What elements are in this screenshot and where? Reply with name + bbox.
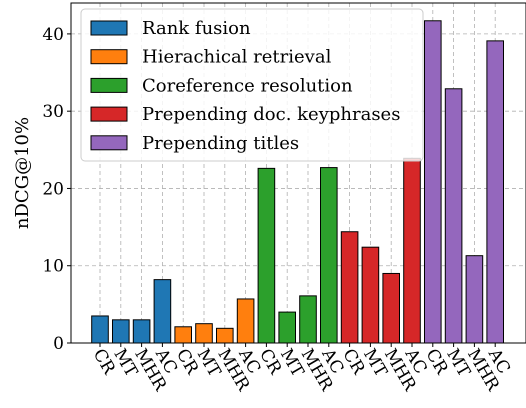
legend-label-2: Coreference resolution [142,75,353,96]
bar-1-0 [174,326,192,344]
bar-1-3 [236,298,255,344]
legend-label-1: Hierachical retrieval [142,47,332,68]
legend: Rank fusion Hierachical retrieval Corefere… [80,8,424,162]
bar-2-0 [257,167,276,344]
y-ticks: 0 10 20 30 40 [42,25,71,354]
bar-3-2 [382,272,400,344]
bar-2-3 [320,167,338,344]
y-axis-label: nDCG@10% [12,117,33,229]
legend-label-3: Prepending doc. keyphrases [142,104,400,125]
y-tick-label-2: 20 [42,179,64,199]
y-tick-label-4: 40 [42,25,64,45]
bar-2-1 [278,311,296,344]
bar-3-3 [403,157,421,344]
legend-swatch-4 [90,135,128,151]
legend-swatch-3 [90,106,128,122]
legend-box [80,8,424,162]
bar-4-1 [444,88,463,344]
bar-4-0 [424,20,442,344]
bar-0-3 [153,279,172,344]
bar-4-3 [486,40,504,344]
bars [91,20,504,344]
bar-4-2 [465,255,484,344]
legend-swatch-1 [90,49,128,65]
bar-1-2 [216,327,234,344]
legend-label-0: Rank fusion [142,18,251,39]
x-ticks: CRMTMHRACCRMTMHRACCRMTMHRACCRMTMHRACCRMT… [89,343,514,396]
bar-0-2 [132,319,151,344]
bar-1-1 [195,323,213,344]
legend-label-4: Prepending titles [142,133,299,154]
axes [70,2,526,344]
y-tick-label-3: 30 [42,102,64,122]
bar-0-1 [112,319,130,344]
bar-2-2 [299,295,317,344]
legend-swatch-0 [90,20,128,36]
bar-0-0 [91,315,109,344]
plot-frame [70,2,526,344]
y-tick-label-0: 0 [53,334,64,354]
legend-swatch-2 [90,77,128,93]
bar-3-0 [340,231,359,344]
y-tick-label-1: 10 [42,257,64,277]
bar-3-1 [361,246,380,344]
